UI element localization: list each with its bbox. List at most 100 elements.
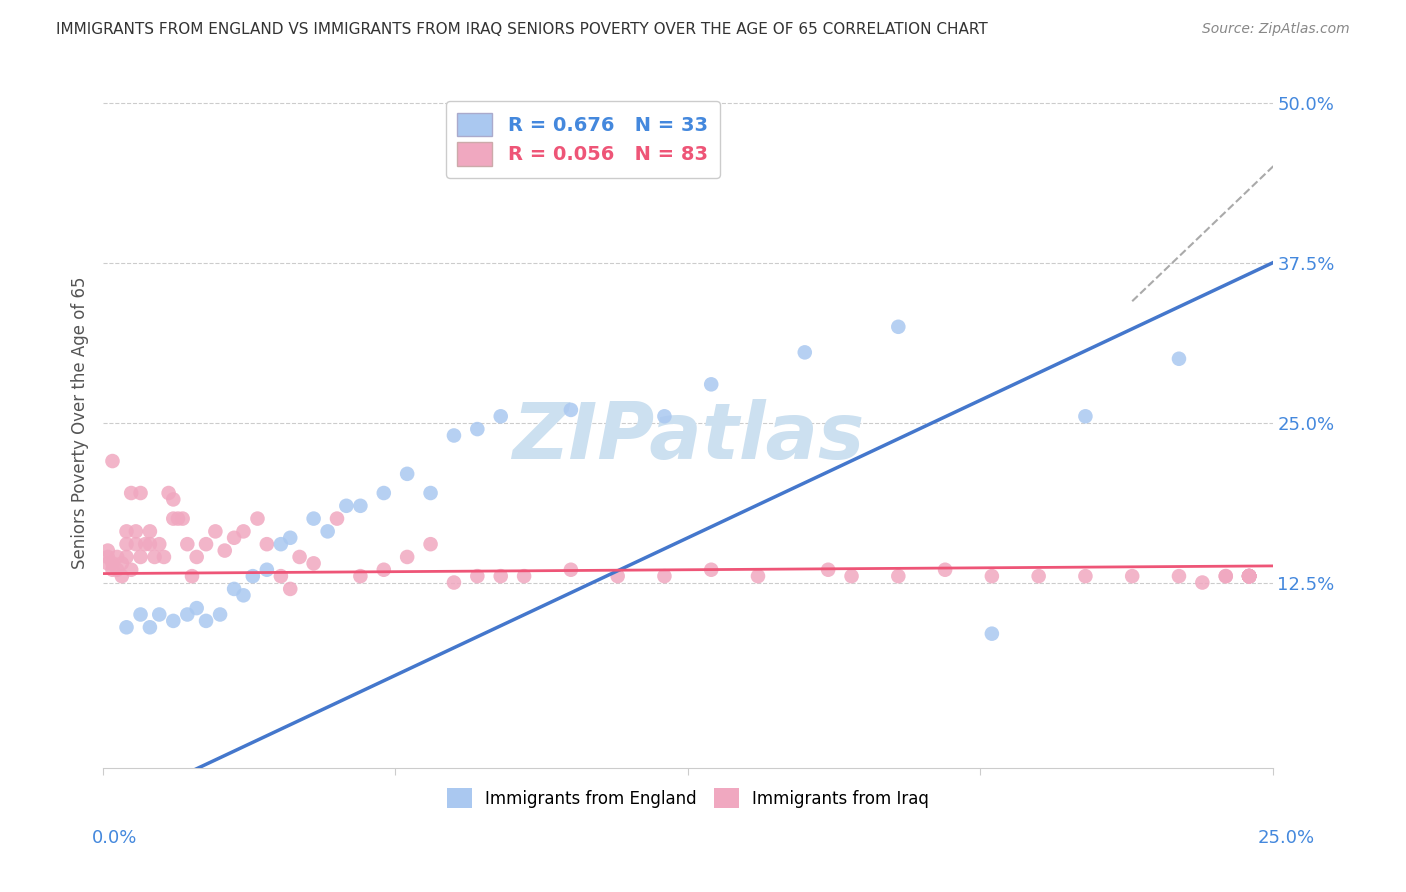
Point [125, 537, 148, 551]
Point [841, 569, 863, 583]
Point [560, 563, 582, 577]
Point [162, 492, 184, 507]
Point [1028, 569, 1050, 583]
Point [489, 409, 512, 424]
Point [1237, 569, 1260, 583]
Point [396, 467, 419, 481]
Point [700, 563, 723, 577]
Point [270, 537, 292, 551]
Point [139, 537, 162, 551]
Point [176, 607, 198, 622]
Point [256, 563, 278, 577]
Point [157, 486, 180, 500]
Point [419, 486, 441, 500]
Point [129, 549, 152, 564]
Point [105, 563, 128, 577]
Point [288, 549, 311, 564]
Point [148, 537, 170, 551]
Point [443, 428, 465, 442]
Point [934, 563, 956, 577]
Point [111, 557, 134, 571]
Point [1237, 569, 1260, 583]
Point [148, 607, 170, 622]
Point [278, 582, 301, 596]
Point [101, 454, 124, 468]
Point [302, 511, 325, 525]
Point [1237, 569, 1260, 583]
Point [195, 614, 218, 628]
Point [1237, 569, 1260, 583]
Point [1237, 569, 1260, 583]
Legend: Immigrants from England, Immigrants from Iraq: Immigrants from England, Immigrants from… [440, 781, 935, 815]
Point [224, 531, 246, 545]
Point [465, 569, 488, 583]
Point [162, 511, 184, 525]
Point [1215, 569, 1237, 583]
Point [120, 486, 142, 500]
Point [747, 569, 769, 583]
Point [1237, 569, 1260, 583]
Point [1215, 569, 1237, 583]
Point [115, 537, 138, 551]
Point [326, 511, 349, 525]
Point [654, 569, 676, 583]
Point [1074, 569, 1097, 583]
Point [349, 569, 371, 583]
Point [214, 543, 236, 558]
Point [817, 563, 839, 577]
Text: 0.0%: 0.0% [91, 829, 136, 847]
Point [246, 511, 269, 525]
Point [278, 531, 301, 545]
Point [335, 499, 357, 513]
Point [1237, 569, 1260, 583]
Point [101, 563, 124, 577]
Point [224, 582, 246, 596]
Point [204, 524, 226, 539]
Point [980, 626, 1002, 640]
Point [489, 569, 512, 583]
Text: IMMIGRANTS FROM ENGLAND VS IMMIGRANTS FROM IRAQ SENIORS POVERTY OVER THE AGE OF : IMMIGRANTS FROM ENGLAND VS IMMIGRANTS FR… [56, 22, 988, 37]
Point [195, 537, 218, 551]
Point [1168, 569, 1191, 583]
Point [302, 557, 325, 571]
Point [887, 319, 910, 334]
Point [793, 345, 815, 359]
Point [101, 557, 124, 571]
Point [887, 569, 910, 583]
Point [560, 403, 582, 417]
Text: ZIPatlas: ZIPatlas [512, 399, 863, 475]
Point [105, 549, 128, 564]
Point [270, 569, 292, 583]
Point [373, 563, 395, 577]
Point [256, 537, 278, 551]
Point [513, 569, 536, 583]
Point [465, 422, 488, 436]
Point [181, 569, 204, 583]
Point [134, 537, 156, 551]
Point [242, 569, 264, 583]
Point [396, 549, 419, 564]
Point [176, 537, 198, 551]
Point [97, 557, 120, 571]
Point [172, 511, 194, 525]
Point [125, 524, 148, 539]
Point [1237, 569, 1260, 583]
Point [167, 511, 190, 525]
Point [115, 620, 138, 634]
Point [1237, 569, 1260, 583]
Point [129, 607, 152, 622]
Point [186, 601, 208, 615]
Point [1121, 569, 1143, 583]
Point [186, 549, 208, 564]
Point [139, 620, 162, 634]
Point [1237, 569, 1260, 583]
Point [162, 614, 184, 628]
Point [232, 588, 254, 602]
Point [153, 549, 176, 564]
Text: Source: ZipAtlas.com: Source: ZipAtlas.com [1202, 22, 1350, 37]
Point [232, 524, 254, 539]
Point [373, 486, 395, 500]
Point [980, 569, 1002, 583]
Point [139, 524, 162, 539]
Point [209, 607, 232, 622]
